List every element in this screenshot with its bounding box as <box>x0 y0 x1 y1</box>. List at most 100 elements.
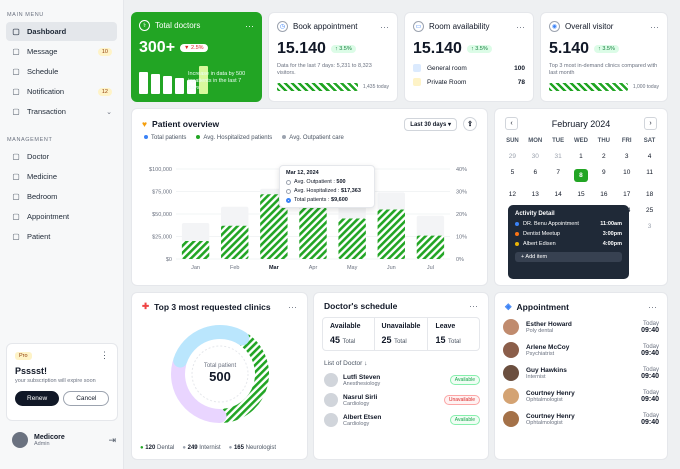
legend-dot: ● <box>182 445 188 451</box>
calendar-day[interactable]: 1 <box>579 153 583 160</box>
calendar-day[interactable]: 10 <box>623 169 631 176</box>
patient-dept: Ophtalmologist <box>526 396 563 403</box>
list-title[interactable]: List of Doctor ↓ <box>324 360 368 367</box>
cancel-button[interactable]: Cancel <box>63 391 110 406</box>
appointment-row[interactable]: Arlene McCoy Psychiatrist Today 09:40 <box>503 342 659 358</box>
bar-total-patients[interactable] <box>338 218 366 260</box>
bar-total-patients[interactable] <box>299 207 327 259</box>
user-profile[interactable]: Medicore Admin ⇥ <box>12 432 116 448</box>
next-month-button[interactable]: › <box>643 117 657 130</box>
doctor-row[interactable]: Lutfi Steven Anesthesiology Available <box>324 373 480 387</box>
pro-subtitle: your subscription will expire soon <box>15 378 96 384</box>
patient-name: Courtney Henry <box>526 412 575 420</box>
chevron-down-icon[interactable]: ⌄ <box>106 108 112 116</box>
kpi-title: Room availability <box>429 22 490 31</box>
y-tick-label: $25,000 <box>152 235 172 241</box>
clinic-value: 165 <box>233 445 244 451</box>
calendar-day[interactable]: 29 <box>508 153 517 160</box>
calendar-day[interactable]: 7 <box>556 169 560 176</box>
more-icon[interactable]: ··· <box>648 301 657 312</box>
bell-icon: ▢ <box>12 87 20 96</box>
change-badge: ↑ 3.5% <box>466 45 492 53</box>
calendar-day[interactable]: 12 <box>508 191 517 198</box>
appointment-row[interactable]: Courtney Henry Ophtalmologist Today 09:40 <box>503 411 659 427</box>
calendar-day[interactable]: 31 <box>554 153 562 160</box>
tooltip-label: Avg. Hospitalized <box>294 188 337 194</box>
appointment-row[interactable]: Guy Hawkins Internist Today 09:40 <box>503 365 659 381</box>
calendar-day[interactable]: 13 <box>531 191 539 198</box>
upload-icon[interactable]: ⇪ <box>463 117 477 131</box>
sidebar-item-doctor[interactable]: ▢ Doctor <box>6 147 117 166</box>
calendar-day[interactable]: 3 <box>647 223 652 230</box>
appointment-row[interactable]: Courtney Henry Ophtalmologist Today 09:40 <box>503 388 659 404</box>
more-icon[interactable]: ··· <box>288 301 297 312</box>
doctor-row[interactable]: Nasrul Sirli Cardiology Unavailable <box>324 393 480 407</box>
bar-total-patients[interactable] <box>221 225 249 259</box>
legend-label: Total patients <box>151 135 187 141</box>
y-tick-label: $50,000 <box>152 212 172 218</box>
message-icon: ▢ <box>12 47 20 56</box>
calendar-day[interactable]: 25 <box>645 207 654 214</box>
bar-total-patients[interactable] <box>416 235 445 259</box>
room-icon <box>413 64 421 72</box>
calendar-day[interactable]: 2 <box>602 153 606 160</box>
renew-button[interactable]: Renew <box>15 391 60 406</box>
doctor-name: Nasrul Sirli <box>343 393 378 401</box>
activity-item[interactable]: DR. Benu Appointment 11:00am <box>515 221 622 227</box>
calendar-day[interactable]: 15 <box>577 191 585 198</box>
add-item-button[interactable]: + Add item <box>515 252 622 262</box>
calendar-day[interactable]: 18 <box>645 191 654 198</box>
activity-item[interactable]: Dentist Meetup 3:00pm <box>515 231 622 237</box>
sidebar-item-message[interactable]: ▢ Message 10 <box>6 42 117 61</box>
calendar-day[interactable]: 14 <box>554 191 562 198</box>
sidebar-item-medicine[interactable]: ▢ Medicine <box>6 167 117 186</box>
bar-total-patients[interactable] <box>377 209 405 260</box>
activity-item[interactable]: Albert Edisen 4:00pm <box>515 241 622 247</box>
more-icon[interactable]: ··· <box>469 301 478 311</box>
sidebar-item-patient[interactable]: ▢ Patient <box>6 227 117 246</box>
sidebar-item-schedule[interactable]: ▢ Schedule <box>6 62 117 81</box>
bar-total-patients[interactable] <box>181 241 210 259</box>
calendar-day[interactable]: 6 <box>533 169 538 176</box>
sidebar-item-notification[interactable]: ▢ Notification 12 <box>6 82 117 101</box>
appointment-row[interactable]: Esther Howard Poly dental Today 09:40 <box>503 319 659 335</box>
calendar-day[interactable]: 16 <box>600 191 608 198</box>
calendar-day-selected[interactable]: 8 <box>570 169 593 182</box>
pro-card: Pro ⋮ Psssst! your subscription will exp… <box>6 343 118 421</box>
prev-month-button[interactable]: ‹ <box>505 117 518 130</box>
appointment-day: Today <box>642 320 659 327</box>
calendar-day[interactable]: 30 <box>531 153 539 160</box>
calendar-day[interactable]: 5 <box>510 169 515 176</box>
calendar-day[interactable]: 9 <box>602 169 606 176</box>
stat-label: Unavailable <box>381 323 421 330</box>
bar-total-patients[interactable] <box>260 194 288 259</box>
sidebar-item-transaction[interactable]: ▢ Transaction ⌄ <box>6 102 117 121</box>
calendar-day[interactable]: 11 <box>646 169 653 176</box>
card-title: Doctor's schedule <box>324 301 398 311</box>
x-tick-label: Jun <box>387 265 396 271</box>
calendar-day[interactable]: 4 <box>647 153 652 160</box>
sidebar-item-dashboard[interactable]: ▢ Dashboard <box>6 22 117 41</box>
y-tick-label: $100,000 <box>149 167 172 173</box>
donut-slice-neurologist[interactable] <box>173 325 250 368</box>
sidebar-item-appointment[interactable]: ▢ Appointment <box>6 207 117 226</box>
room-label: Private Room <box>427 78 467 86</box>
x-tick-label: Apr <box>309 265 318 271</box>
clinic-legend-item: ● 120 Dental <box>140 445 174 451</box>
more-icon[interactable]: ··· <box>650 21 659 32</box>
doctor-row[interactable]: Albert Etsen Cardiology Available <box>324 413 480 427</box>
calendar-day[interactable]: 17 <box>623 191 631 198</box>
donut-slice-internist[interactable] <box>171 356 227 423</box>
more-icon[interactable]: ··· <box>516 21 525 32</box>
legend-item: Avg. Outpatient care <box>282 135 344 141</box>
more-icon[interactable]: ⋮ <box>100 350 109 360</box>
calendar-day[interactable]: 3 <box>624 153 629 160</box>
patient-name: Courtney Henry <box>526 389 575 397</box>
range-select[interactable]: Last 30 days ▾ <box>404 117 457 131</box>
logout-icon[interactable]: ⇥ <box>108 434 116 445</box>
more-icon[interactable]: ··· <box>380 21 389 32</box>
more-icon[interactable]: ··· <box>245 20 254 31</box>
donut-slice-dental[interactable] <box>215 333 269 423</box>
sidebar-item-bedroom[interactable]: ▢ Bedroom <box>6 187 117 206</box>
kpi-value: 15.140 <box>413 40 462 57</box>
